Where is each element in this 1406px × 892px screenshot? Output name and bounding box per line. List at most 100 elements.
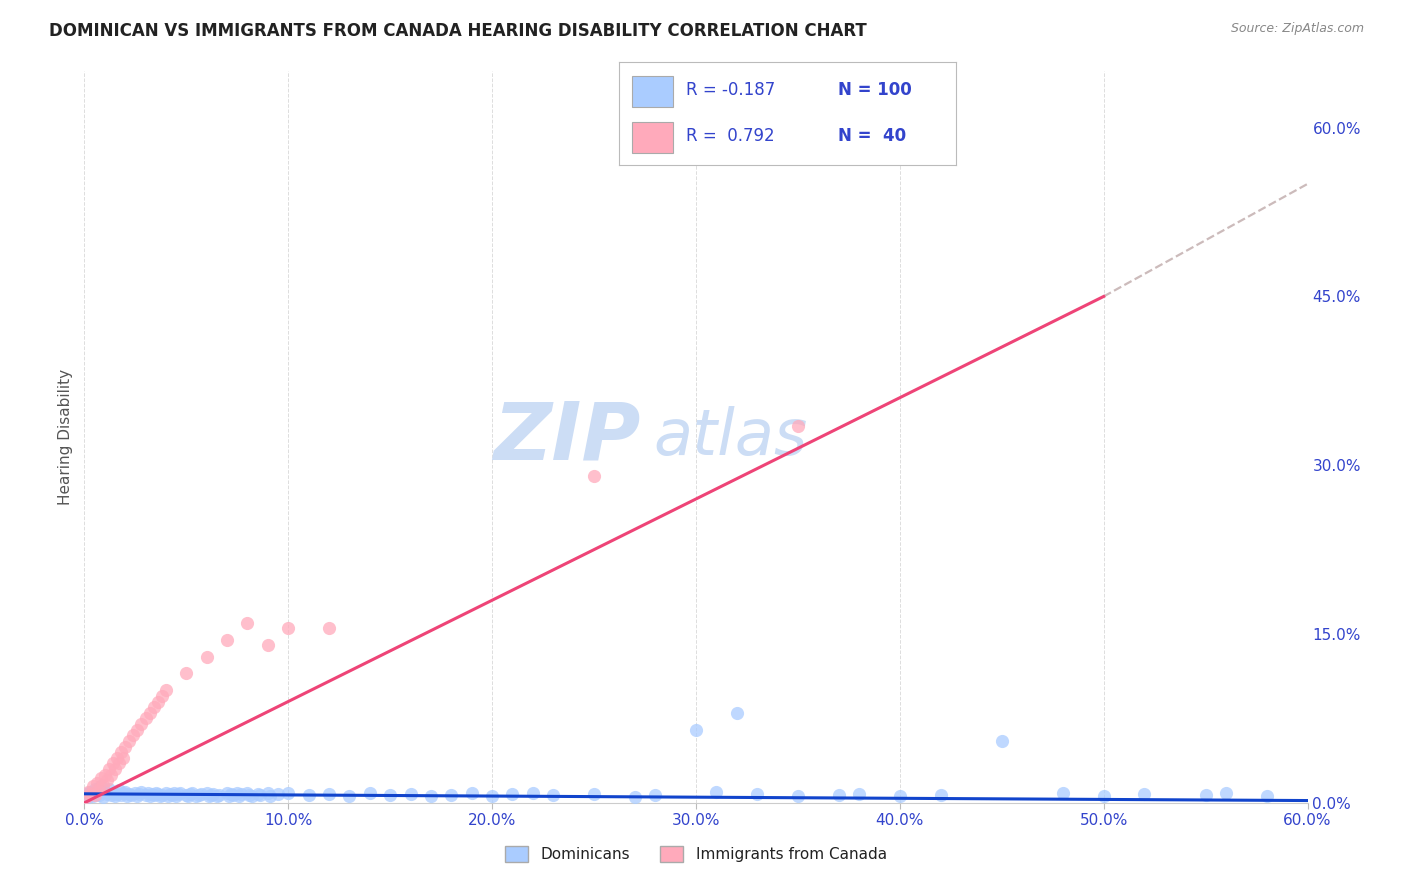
Point bbox=[118, 787, 141, 801]
Point bbox=[186, 789, 208, 803]
Point bbox=[155, 683, 177, 698]
Point bbox=[201, 787, 224, 801]
Point bbox=[624, 790, 647, 805]
Point bbox=[169, 786, 191, 800]
Point bbox=[359, 786, 381, 800]
Point bbox=[122, 728, 145, 742]
Point bbox=[195, 786, 218, 800]
Point bbox=[267, 787, 290, 801]
Point bbox=[96, 787, 118, 801]
Point bbox=[77, 784, 100, 798]
Point bbox=[929, 788, 952, 802]
Point bbox=[200, 788, 222, 802]
Point bbox=[90, 779, 112, 793]
Point bbox=[461, 786, 484, 800]
Point bbox=[75, 787, 97, 801]
Text: R = -0.187: R = -0.187 bbox=[686, 81, 775, 99]
Point bbox=[277, 786, 299, 800]
Point bbox=[114, 739, 136, 754]
Point bbox=[1092, 789, 1115, 803]
Point bbox=[179, 787, 201, 801]
Point bbox=[889, 789, 911, 803]
Point bbox=[108, 756, 131, 771]
Legend: Dominicans, Immigrants from Canada: Dominicans, Immigrants from Canada bbox=[499, 840, 893, 868]
Point bbox=[142, 700, 165, 714]
Point bbox=[219, 787, 242, 801]
Point bbox=[115, 789, 138, 803]
FancyBboxPatch shape bbox=[633, 76, 672, 106]
Point bbox=[787, 789, 810, 803]
Point bbox=[114, 784, 136, 798]
Point bbox=[644, 98, 666, 112]
Point bbox=[1215, 786, 1237, 800]
Point bbox=[105, 751, 128, 765]
Text: R =  0.792: R = 0.792 bbox=[686, 128, 775, 145]
Point bbox=[100, 788, 122, 802]
Point bbox=[150, 788, 173, 802]
Point bbox=[1133, 787, 1156, 801]
Point bbox=[86, 775, 108, 789]
Point bbox=[77, 790, 100, 805]
Point bbox=[725, 706, 748, 720]
Point bbox=[208, 788, 231, 802]
Point bbox=[100, 767, 122, 781]
Point bbox=[174, 666, 197, 681]
Text: N = 100: N = 100 bbox=[838, 81, 911, 99]
Point bbox=[165, 789, 187, 803]
Point bbox=[481, 789, 503, 803]
Point bbox=[93, 784, 115, 798]
Point bbox=[87, 788, 110, 802]
Point bbox=[135, 711, 157, 725]
Point bbox=[706, 784, 728, 798]
Point bbox=[236, 615, 259, 630]
Point bbox=[848, 787, 870, 801]
Point bbox=[131, 784, 153, 798]
Point bbox=[747, 787, 769, 801]
Point bbox=[238, 788, 260, 802]
Point bbox=[138, 789, 160, 803]
Point bbox=[187, 788, 209, 802]
Point bbox=[127, 789, 149, 803]
Point bbox=[82, 779, 104, 793]
Point bbox=[112, 786, 135, 800]
Point bbox=[82, 789, 104, 803]
Point bbox=[83, 788, 105, 802]
Point bbox=[339, 789, 361, 803]
Point bbox=[522, 786, 544, 800]
Point bbox=[217, 786, 239, 800]
Point bbox=[97, 762, 120, 776]
Point bbox=[257, 638, 280, 652]
Point bbox=[86, 787, 108, 801]
Point bbox=[160, 788, 183, 802]
Point bbox=[118, 734, 141, 748]
Point bbox=[259, 789, 281, 803]
Point bbox=[177, 789, 200, 803]
Point bbox=[136, 786, 159, 800]
Point bbox=[420, 789, 443, 803]
Point bbox=[101, 786, 124, 800]
Point bbox=[93, 767, 115, 781]
Text: ZIP: ZIP bbox=[494, 398, 641, 476]
Point bbox=[104, 762, 127, 776]
Point bbox=[1052, 786, 1074, 800]
Text: N =  40: N = 40 bbox=[838, 128, 905, 145]
Point bbox=[228, 789, 250, 803]
Point bbox=[146, 787, 169, 801]
FancyBboxPatch shape bbox=[633, 122, 672, 153]
Point bbox=[583, 787, 606, 801]
Point bbox=[131, 717, 153, 731]
Point bbox=[135, 788, 157, 802]
Point bbox=[149, 789, 172, 803]
Point bbox=[159, 787, 181, 801]
Point bbox=[195, 649, 218, 664]
Point bbox=[156, 789, 179, 803]
Y-axis label: Hearing Disability: Hearing Disability bbox=[58, 369, 73, 505]
Point bbox=[163, 786, 186, 800]
Point bbox=[79, 787, 101, 801]
Point bbox=[83, 782, 105, 797]
Point bbox=[190, 787, 212, 801]
Point bbox=[236, 786, 259, 800]
Point bbox=[218, 789, 240, 803]
Point bbox=[75, 790, 97, 805]
Point bbox=[399, 787, 422, 801]
